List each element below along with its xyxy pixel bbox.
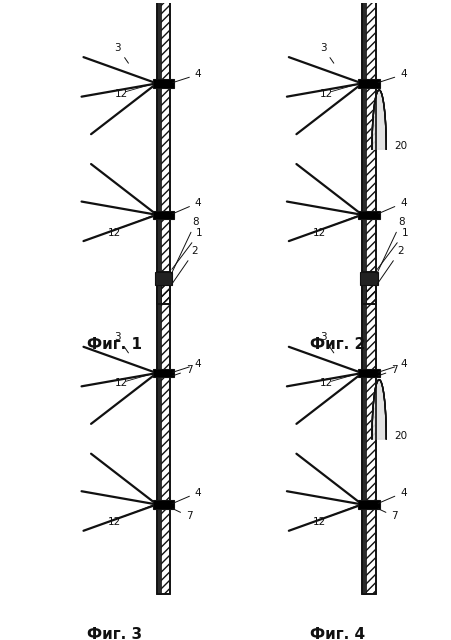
Text: 3: 3 (319, 332, 333, 353)
Bar (361, 0, 375, 305)
Text: 12: 12 (114, 378, 127, 388)
Bar (154, 271, 172, 285)
Bar (361, 0, 375, 305)
Bar (156, 0, 160, 305)
Bar (361, 271, 375, 594)
Text: 2: 2 (0, 639, 1, 640)
Bar (156, 0, 170, 305)
Polygon shape (371, 90, 386, 149)
Bar (152, 211, 174, 219)
Text: 4: 4 (172, 488, 201, 504)
Text: 4: 4 (377, 198, 406, 214)
Text: 2: 2 (376, 246, 403, 284)
Text: 7: 7 (172, 365, 192, 376)
Text: 8: 8 (376, 217, 404, 274)
Text: 3: 3 (319, 42, 333, 63)
Text: 4: 4 (377, 488, 406, 504)
Text: 2: 2 (0, 639, 1, 640)
Bar (357, 369, 379, 377)
Text: 3: 3 (114, 42, 128, 63)
Bar (156, 0, 170, 305)
Text: 20: 20 (393, 431, 406, 441)
Text: Фиг. 1: Фиг. 1 (87, 337, 142, 352)
Bar (357, 211, 379, 219)
Text: 4: 4 (172, 69, 201, 83)
Text: 8: 8 (171, 217, 199, 274)
Bar (156, 271, 170, 594)
Bar (359, 271, 377, 285)
Bar (357, 500, 379, 509)
Bar (361, 271, 365, 594)
Text: 7: 7 (172, 509, 192, 522)
Text: 4: 4 (377, 69, 406, 83)
Bar (361, 0, 375, 305)
Text: 4: 4 (172, 198, 201, 214)
Text: 2: 2 (171, 246, 198, 284)
Text: 12: 12 (319, 88, 332, 99)
Text: 7: 7 (377, 509, 397, 522)
Text: Фиг. 4: Фиг. 4 (309, 627, 364, 640)
Text: 12: 12 (114, 88, 127, 99)
Text: 12: 12 (107, 228, 121, 237)
Bar (357, 79, 379, 88)
Text: 12: 12 (313, 517, 326, 527)
Bar (152, 369, 174, 377)
Text: 1: 1 (377, 228, 407, 269)
Bar (156, 271, 170, 594)
Bar (361, 271, 375, 594)
Text: 1: 1 (0, 639, 1, 640)
Text: 20: 20 (393, 141, 406, 151)
Text: Фиг. 3: Фиг. 3 (87, 627, 142, 640)
Bar (156, 0, 170, 305)
Bar (152, 500, 174, 509)
Text: 12: 12 (107, 517, 121, 527)
Bar (361, 0, 365, 305)
Bar (156, 271, 170, 594)
Text: 4: 4 (377, 359, 406, 372)
Bar (152, 79, 174, 88)
Text: 12: 12 (313, 228, 326, 237)
Text: 1: 1 (171, 228, 202, 269)
Bar (156, 271, 160, 594)
Polygon shape (371, 380, 386, 439)
Text: 7: 7 (377, 365, 397, 376)
Text: 4: 4 (172, 359, 201, 372)
Text: 12: 12 (319, 378, 332, 388)
Text: 3: 3 (114, 332, 128, 353)
Text: 1: 1 (0, 639, 1, 640)
Bar (361, 271, 375, 594)
Text: Фиг. 2: Фиг. 2 (309, 337, 364, 352)
